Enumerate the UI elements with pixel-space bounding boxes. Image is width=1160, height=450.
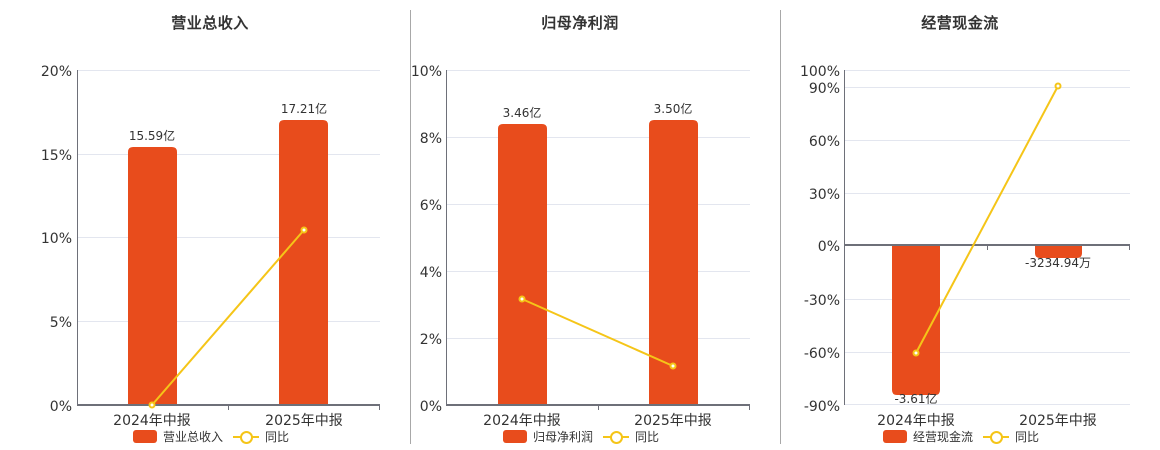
- svg-text:-90%: -90%: [804, 399, 840, 415]
- grid-lines: [77, 70, 380, 322]
- yoy-point-2025[interactable]: [669, 362, 677, 370]
- yoy-point-2025[interactable]: [1054, 82, 1062, 90]
- bar-labels: -3.61亿 -3234.94万: [894, 256, 1091, 406]
- bar-2025[interactable]: [279, 120, 328, 405]
- x-axis-ticks: 2024年中报 2025年中报: [483, 413, 712, 429]
- legend-bar-swatch[interactable]: [883, 430, 907, 443]
- x-axis-ticks: 2024年中报 2025年中报: [113, 413, 343, 429]
- svg-text:10%: 10%: [41, 231, 72, 247]
- svg-text:2024年中报: 2024年中报: [113, 413, 191, 429]
- bar-2024[interactable]: [498, 124, 547, 405]
- svg-text:20%: 20%: [41, 64, 72, 80]
- legend-line-swatch[interactable]: [983, 430, 1010, 444]
- chart-title-revenue: 营业总收入: [171, 14, 249, 32]
- svg-text:3.46亿: 3.46亿: [503, 105, 542, 120]
- svg-text:0%: 0%: [420, 399, 442, 415]
- svg-text:-60%: -60%: [804, 346, 840, 362]
- bar-labels: 3.46亿 3.50亿: [503, 101, 693, 120]
- y-axis-ticks: 10% 8% 6% 4% 2% 0%: [411, 64, 442, 415]
- y-axis-ticks: 100% 90% 60% 30% 0% -30% -60% -90%: [800, 64, 840, 415]
- bar-2025[interactable]: [1035, 245, 1082, 258]
- svg-text:15.59亿: 15.59亿: [129, 128, 175, 143]
- legend-line-label[interactable]: 同比: [265, 430, 290, 444]
- svg-text:2025年中报: 2025年中报: [1019, 413, 1097, 429]
- svg-text:0%: 0%: [818, 239, 840, 255]
- svg-text:15%: 15%: [41, 148, 72, 164]
- legend-revenue: 营业总收入 同比: [133, 428, 289, 445]
- bars: [128, 120, 328, 405]
- yoy-point-2024[interactable]: [912, 349, 920, 357]
- legend-bar-swatch[interactable]: [133, 430, 157, 443]
- legend-line-label[interactable]: 同比: [1015, 430, 1040, 444]
- svg-text:17.21亿: 17.21亿: [281, 101, 327, 116]
- svg-text:2024年中报: 2024年中报: [483, 413, 561, 429]
- legend-bar-label[interactable]: 营业总收入: [163, 430, 224, 444]
- svg-text:8%: 8%: [420, 131, 442, 147]
- svg-text:30%: 30%: [809, 187, 840, 203]
- svg-text:2025年中报: 2025年中报: [634, 413, 712, 429]
- grid-lines: [844, 70, 1130, 405]
- x-axis-ticks: 2024年中报 2025年中报: [877, 413, 1097, 429]
- svg-text:5%: 5%: [50, 315, 72, 331]
- chart-operating-cashflow: 100% 90% 60% 30% 0% -30% -60% -90% -3.61…: [800, 64, 1130, 429]
- svg-text:2024年中报: 2024年中报: [877, 413, 955, 429]
- svg-text:-3.61亿: -3.61亿: [894, 391, 937, 406]
- svg-text:-3234.94万: -3234.94万: [1025, 256, 1091, 270]
- yoy-point-2024[interactable]: [148, 401, 156, 409]
- yoy-line: [912, 82, 1062, 357]
- grid-lines: [446, 70, 750, 339]
- legend-operating-cashflow: 经营现金流 同比: [883, 428, 1039, 445]
- y-axis-ticks: 20% 15% 10% 5% 0%: [41, 64, 72, 415]
- yoy-line: [148, 226, 308, 409]
- legend-bar-label[interactable]: 经营现金流: [913, 430, 974, 444]
- svg-text:60%: 60%: [809, 134, 840, 150]
- legend-net-profit: 归母净利润 同比: [503, 428, 659, 445]
- svg-text:100%: 100%: [800, 64, 840, 80]
- bars: [498, 120, 698, 405]
- legend-line-swatch[interactable]: [603, 430, 630, 444]
- svg-text:2025年中报: 2025年中报: [265, 413, 343, 429]
- bar-2024[interactable]: [128, 147, 177, 405]
- bar-2025[interactable]: [649, 120, 698, 405]
- yoy-point-2024[interactable]: [518, 295, 526, 303]
- chart-title-net-profit: 归母净利润: [541, 14, 619, 32]
- svg-text:90%: 90%: [809, 81, 840, 97]
- chart-title-operating-cashflow: 经营现金流: [921, 14, 999, 32]
- bars: [892, 245, 1082, 395]
- svg-text:4%: 4%: [420, 265, 442, 281]
- svg-text:-30%: -30%: [804, 293, 840, 309]
- bar-labels: 15.59亿 17.21亿: [129, 101, 327, 143]
- svg-text:6%: 6%: [420, 198, 442, 214]
- panel-divider-1: [410, 10, 411, 444]
- legend-bar-swatch[interactable]: [503, 430, 527, 443]
- chart-net-profit: 10% 8% 6% 4% 2% 0% 3.46亿 3.50亿 2024年中报: [411, 64, 750, 429]
- legend-bar-label[interactable]: 归母净利润: [533, 430, 594, 444]
- svg-text:3.50亿: 3.50亿: [654, 101, 693, 116]
- bar-2024[interactable]: [892, 245, 940, 395]
- panel-divider-2: [780, 10, 781, 444]
- yoy-point-2025[interactable]: [300, 226, 308, 234]
- legend-line-label[interactable]: 同比: [635, 430, 660, 444]
- chart-revenue: 20% 15% 10% 5% 0% 15.59亿 17.21亿 2024年中报 …: [41, 64, 380, 429]
- svg-text:2%: 2%: [420, 332, 442, 348]
- svg-text:0%: 0%: [50, 399, 72, 415]
- legend-line-swatch[interactable]: [233, 430, 260, 444]
- svg-text:10%: 10%: [411, 64, 442, 80]
- yoy-line: [518, 295, 677, 370]
